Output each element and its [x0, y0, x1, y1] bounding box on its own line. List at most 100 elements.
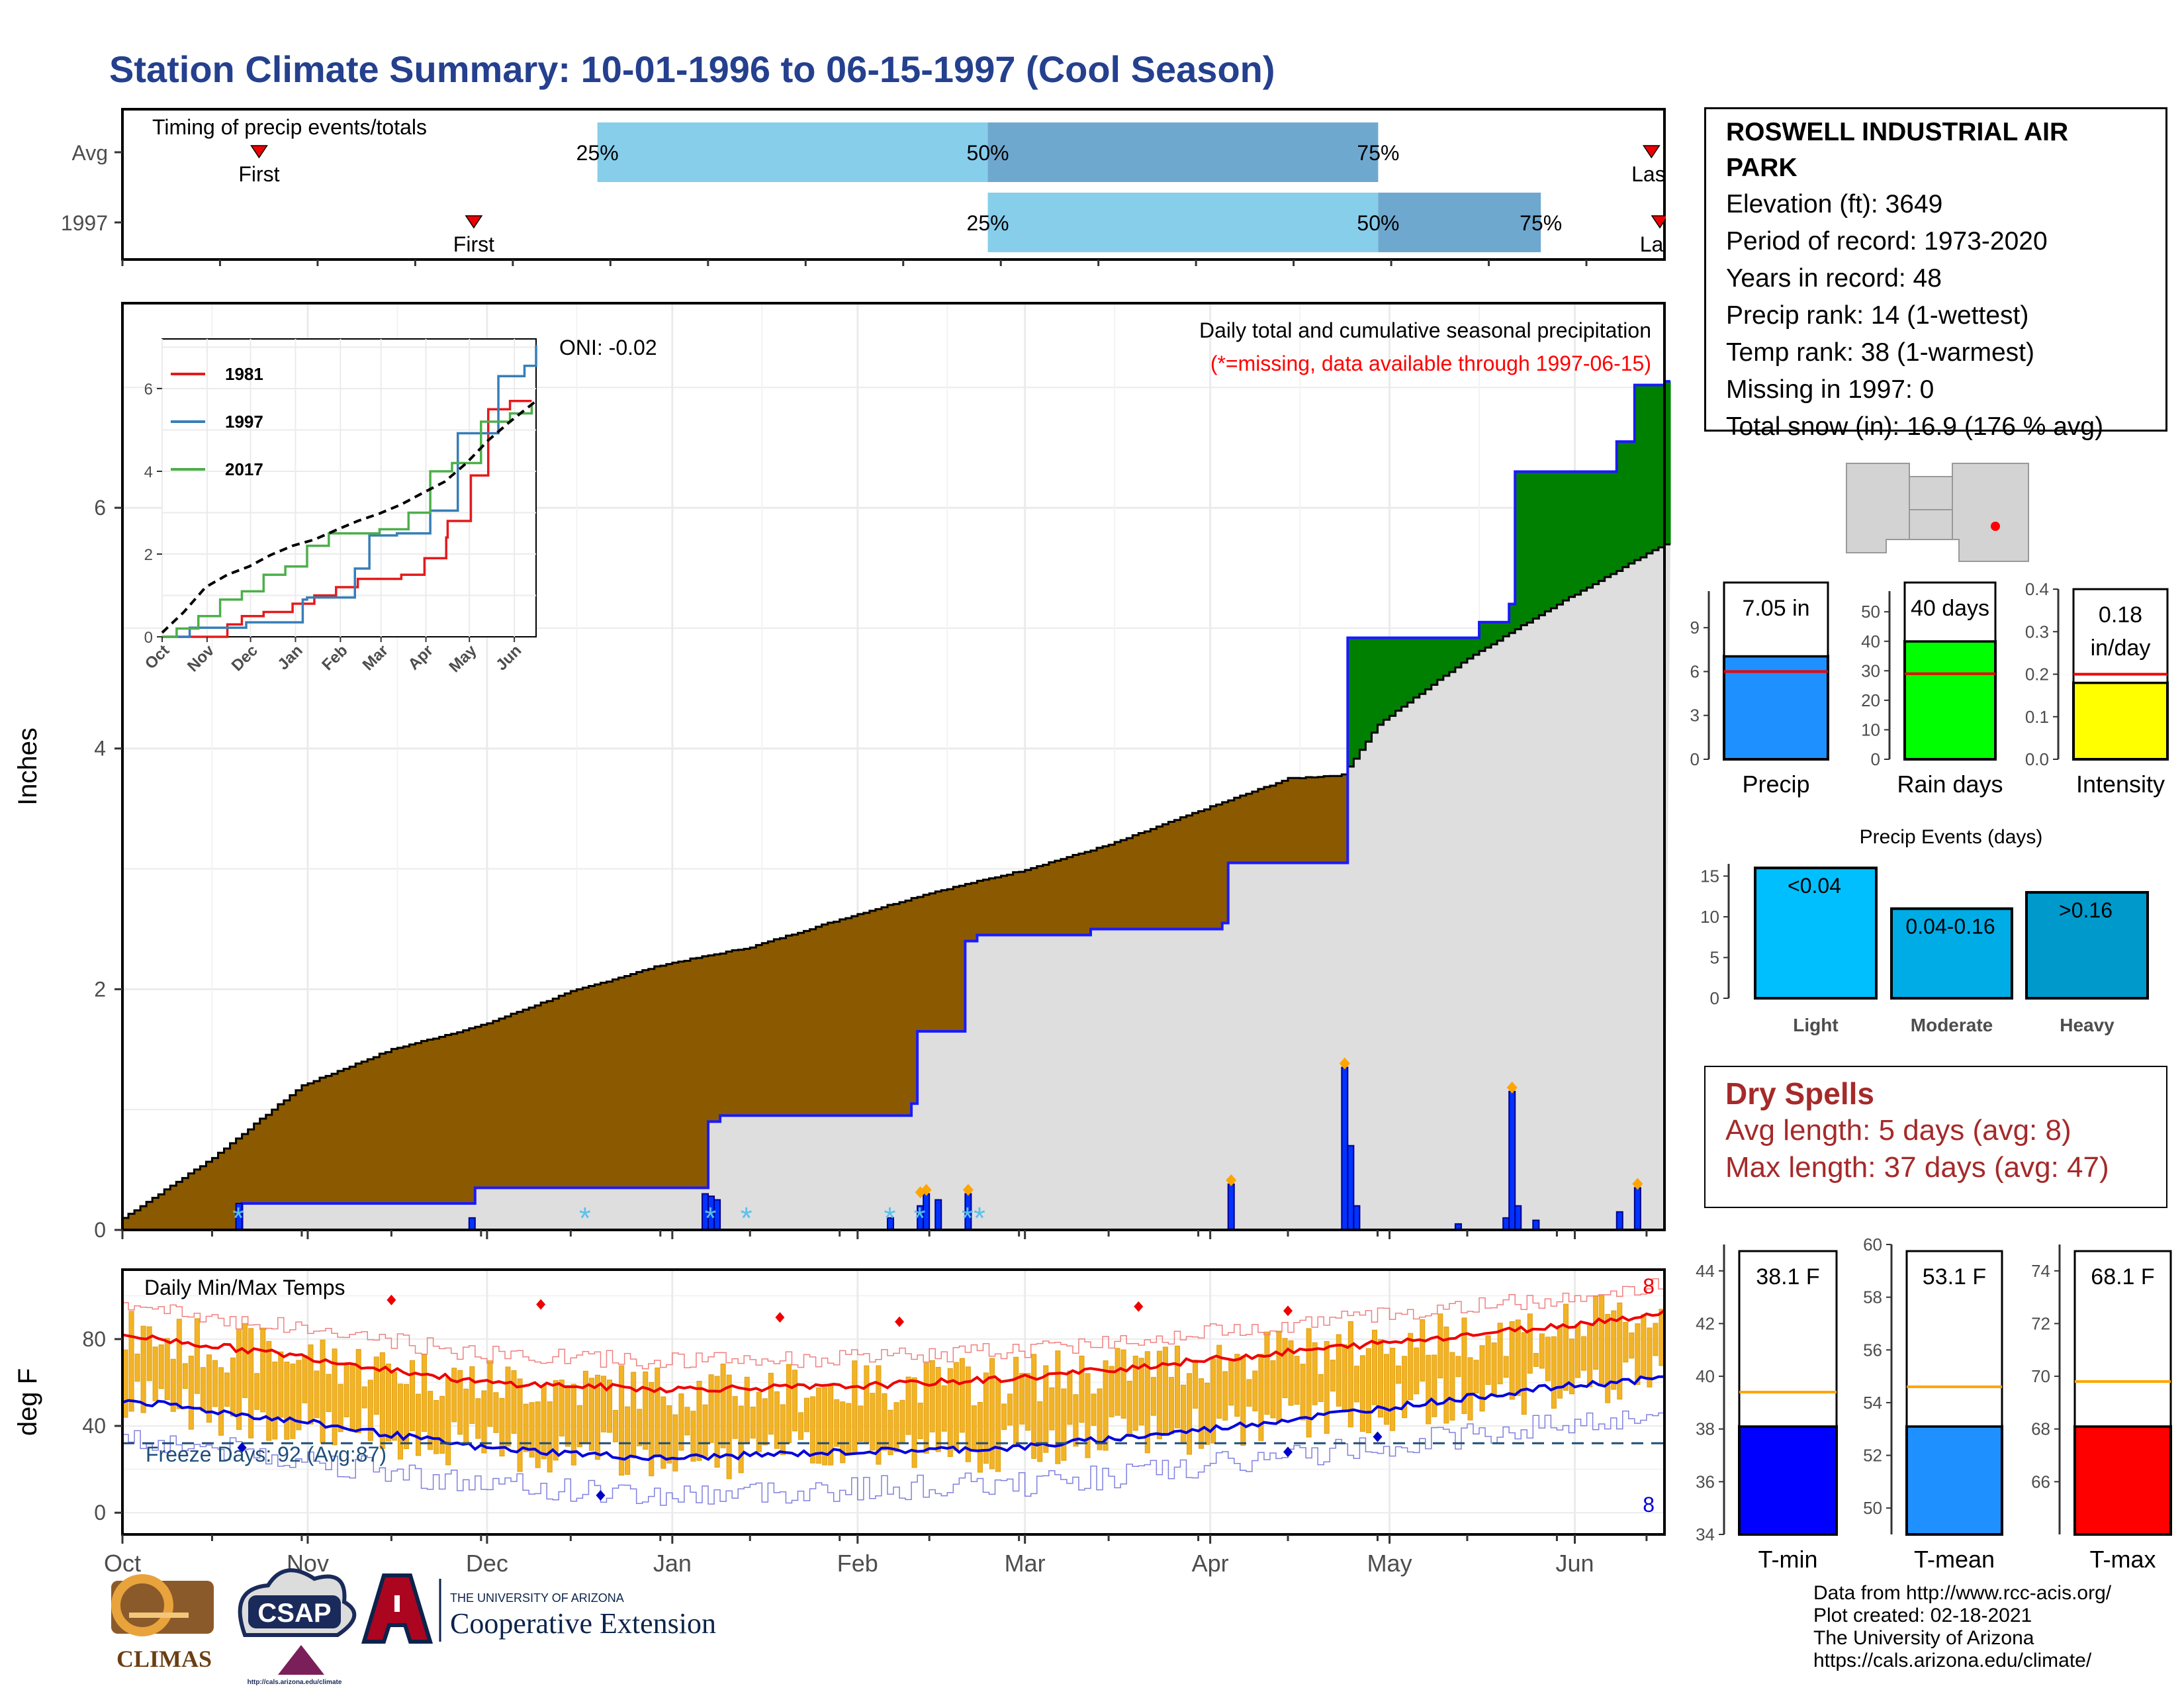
daily-temp-bar [1587, 1325, 1593, 1387]
daily-precip-bar [1532, 1219, 1540, 1231]
deficit-area [923, 894, 930, 1031]
main-ylabel: Inches [13, 727, 42, 806]
bar-ytick-label: 3 [1690, 706, 1700, 726]
inset-month-label: Jan [274, 641, 306, 673]
surplus-area [1425, 637, 1432, 690]
daily-temp-bar [302, 1355, 308, 1403]
timing-bar-25-50 [597, 122, 988, 182]
daily-temp-bar [242, 1323, 248, 1398]
inset-ytick-label: 0 [144, 629, 153, 647]
daily-temp-bar [1300, 1364, 1306, 1421]
surplus-area [1497, 622, 1504, 641]
daily-temp-bar [1115, 1348, 1120, 1416]
daily-temp-bar [977, 1401, 983, 1473]
events-bar-label: <0.04 [1788, 874, 1841, 898]
daily-temp-bar [744, 1376, 750, 1443]
deficit-area [320, 1078, 326, 1203]
daily-temp-bar [517, 1378, 523, 1472]
daily-temp-bar [152, 1346, 158, 1401]
daily-precip-bar [1353, 1205, 1361, 1231]
deficit-area [953, 886, 960, 1031]
deficit-area [1192, 813, 1199, 929]
month-label: Apr [1192, 1550, 1229, 1577]
t-min-xlabel: T-min [1758, 1546, 1818, 1573]
daily-temp-bar [433, 1400, 439, 1454]
surplus-area [1485, 622, 1492, 648]
daily-temp-bar [505, 1366, 511, 1447]
deficit-area [504, 1016, 512, 1188]
snow-marker: * [741, 1201, 752, 1235]
events-ytick-label: 5 [1710, 947, 1719, 967]
deficit-area [265, 1115, 273, 1203]
daily-temp-bar [613, 1410, 619, 1442]
intensity-value-label: 0.18 [2099, 602, 2142, 628]
record-high-marker [536, 1299, 546, 1310]
daily-temp-bar [409, 1360, 416, 1431]
deficit-area [1228, 800, 1235, 863]
daily-temp-bar [529, 1402, 535, 1458]
daily-temp-bar [780, 1404, 786, 1455]
daily-temp-bar [128, 1311, 134, 1412]
deficit-area [391, 1049, 398, 1203]
deficit-area [1036, 866, 1044, 935]
record-high-marker [387, 1294, 396, 1305]
surplus-area [1533, 471, 1539, 619]
daily-temp-bar [272, 1361, 278, 1440]
daily-temp-bar [338, 1383, 343, 1432]
daily-temp-bar [1324, 1340, 1330, 1434]
deficit-area [845, 918, 852, 1116]
bar-ytick-label: 60 [1863, 1235, 1882, 1254]
daily-temp-bar [367, 1380, 373, 1441]
station-elevation: Elevation (ft): 3649 [1726, 190, 1943, 218]
events-bar [1754, 867, 1878, 1000]
deficit-area [271, 1109, 279, 1203]
surplus-area [1551, 471, 1557, 608]
surplus-area [1503, 622, 1510, 637]
daily-temp-bar [451, 1368, 457, 1423]
daily-temp-bar [391, 1372, 397, 1441]
t-mean-bar [1905, 1425, 2003, 1536]
daily-temp-bar [1390, 1348, 1396, 1431]
deficit-area [1024, 870, 1032, 935]
bar-ytick-label: 68 [2031, 1419, 2050, 1439]
daily-temp-bar [1455, 1356, 1461, 1378]
deficit-area [606, 981, 614, 1188]
daily-temp-bar [1449, 1352, 1455, 1421]
deficit-area [1324, 776, 1330, 863]
daily-temp-bar [1199, 1378, 1205, 1449]
daily-temp-bar [379, 1352, 385, 1449]
temp-ylabel: deg F [13, 1368, 42, 1436]
events-ytick-label: 10 [1700, 907, 1719, 927]
daily-temp-bar [768, 1372, 774, 1435]
snow-marker: * [884, 1201, 895, 1235]
daily-temp-bar [1258, 1354, 1264, 1441]
deficit-area [971, 882, 978, 941]
deficit-area [1222, 802, 1229, 923]
month-label: Oct [104, 1550, 141, 1577]
daily-temp-bar [1396, 1365, 1402, 1384]
month-label: May [1367, 1550, 1412, 1577]
daily-precip-bar [1341, 1066, 1349, 1231]
deficit-area [547, 1001, 553, 1188]
daily-temp-bar [1073, 1394, 1079, 1447]
daily-temp-bar [588, 1378, 594, 1451]
bar-ytick-label: 30 [1861, 661, 1880, 680]
daily-temp-bar [1426, 1354, 1432, 1425]
deficit-area [1294, 778, 1300, 863]
heavy-precip-marker [1632, 1178, 1643, 1190]
deficit-area [463, 1030, 470, 1203]
bar-ytick-label: 0.2 [2025, 665, 2049, 684]
daily-temp-bar [266, 1340, 272, 1441]
oni-label: ONI: -0.02 [559, 336, 657, 359]
record-low-marker [596, 1489, 606, 1501]
deficit-area [206, 1161, 212, 1230]
deficit-area [726, 951, 733, 1116]
daily-temp-bar [708, 1374, 714, 1443]
bar-ytick-label: 58 [1863, 1288, 1882, 1307]
daily-temp-bar [230, 1357, 236, 1417]
timing-title: Timing of precip events/totals [152, 115, 427, 139]
daily-temp-bar [212, 1360, 218, 1407]
surplus-area [1419, 637, 1426, 694]
daily-temp-bar [1473, 1360, 1479, 1394]
daily-temp-bar [278, 1351, 284, 1418]
